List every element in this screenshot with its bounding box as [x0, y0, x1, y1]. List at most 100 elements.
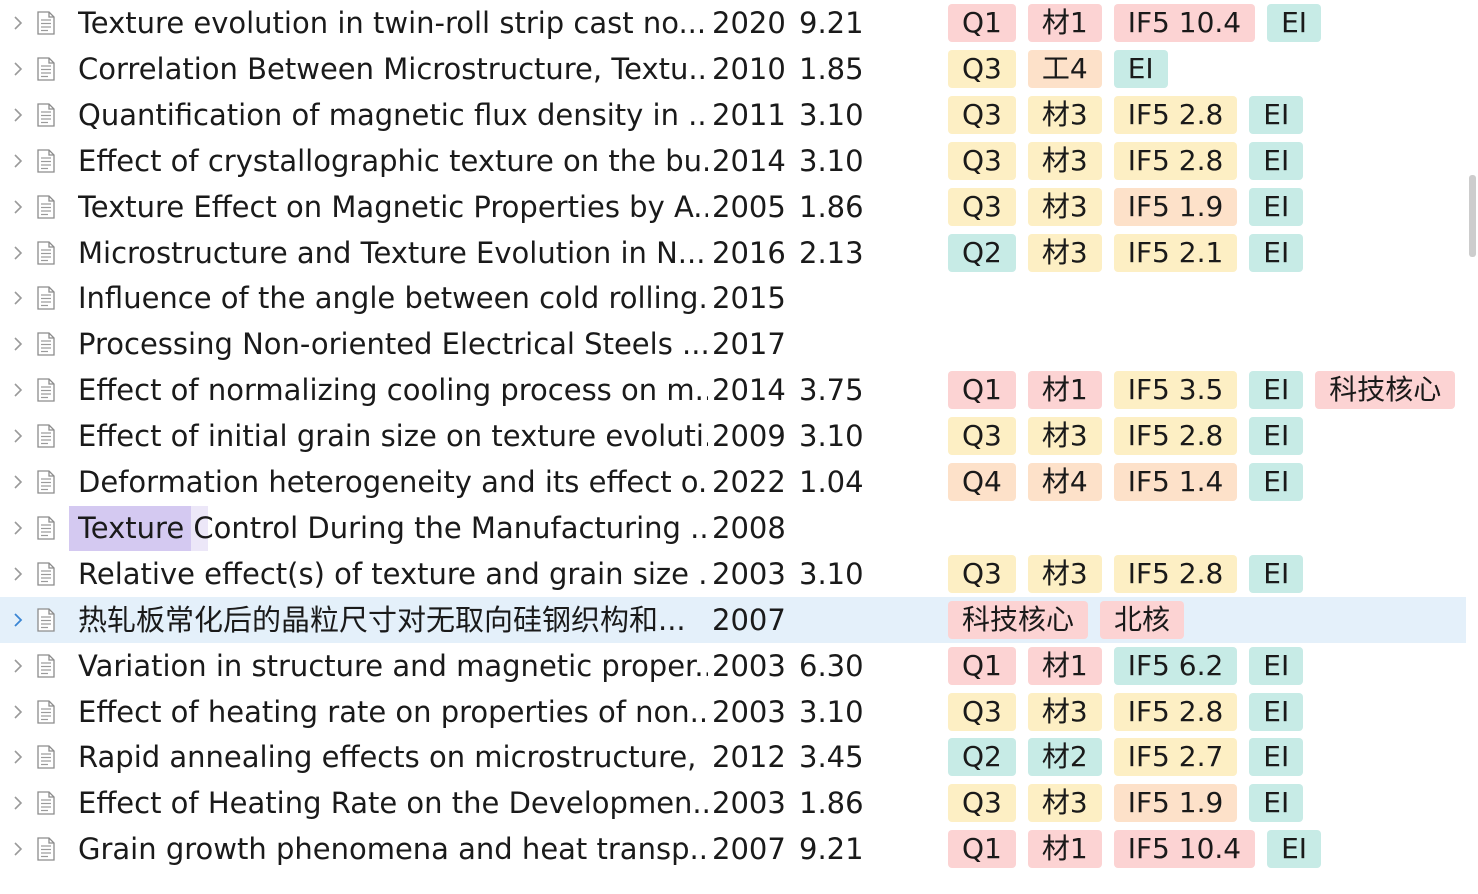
item-tags: Q1 材1 IF5 10.4 EI [948, 830, 1322, 869]
item-year: 2020 [712, 6, 786, 40]
chevron-right-icon[interactable] [10, 199, 26, 215]
item-year: 2003 [712, 556, 786, 591]
tag-badge: 材2 [1027, 738, 1102, 777]
tag-badge: 北核 [1100, 600, 1185, 639]
document-icon [33, 699, 59, 725]
tag-badge: EI [1249, 95, 1304, 134]
tag-badge: 材3 [1027, 692, 1102, 731]
document-icon [33, 469, 59, 495]
chevron-right-icon[interactable] [10, 15, 26, 31]
chevron-right-icon[interactable] [10, 612, 26, 628]
item-tags: Q1 材1 IF5 6.2 EI [948, 646, 1304, 685]
tag-badge: EI [1113, 49, 1168, 88]
item-tags: Q3 材3 IF5 2.8 EI [948, 554, 1304, 593]
tag-badge: Q3 [948, 784, 1016, 823]
tag-badge: 材3 [1027, 417, 1102, 456]
item-title: Effect of Heating Rate on the Developmen… [78, 786, 708, 821]
list-item[interactable]: Texture Effect on Magnetic Properties by… [0, 184, 1466, 230]
item-year: 2010 [712, 51, 786, 86]
chevron-right-icon[interactable] [10, 382, 26, 398]
item-impact-factor: 9.21 [799, 6, 864, 40]
document-icon [33, 331, 59, 357]
list-item[interactable]: Texture evolution in twin-roll strip cas… [0, 0, 1466, 46]
list-item[interactable]: Grain growth phenomena and heat transp..… [0, 826, 1466, 872]
item-impact-factor: 1.04 [799, 465, 864, 499]
vertical-scrollbar[interactable] [1466, 0, 1478, 894]
item-title: Deformation heterogeneity and its effect… [78, 465, 708, 499]
tag-badge: EI [1267, 4, 1322, 42]
tag-badge: 科技核心 [1315, 371, 1456, 410]
list-item[interactable]: Effect of crystallographic texture on th… [0, 138, 1466, 184]
tag-badge: EI [1249, 233, 1304, 272]
item-title: Texture evolution in twin-roll strip cas… [78, 6, 707, 40]
chevron-right-icon[interactable] [10, 520, 26, 536]
chevron-right-icon[interactable] [10, 841, 26, 857]
document-icon [33, 102, 59, 128]
item-title: Effect of heating rate on properties of … [78, 694, 708, 729]
list-item[interactable]: 热轧板常化后的晶粒尺寸对无取向硅钢织构和... 2007 科技核心 北核 [0, 596, 1466, 643]
chevron-right-icon[interactable] [10, 795, 26, 811]
tag-badge: IF5 2.8 [1113, 554, 1238, 593]
chevron-right-icon[interactable] [10, 658, 26, 674]
tag-badge: IF5 6.2 [1113, 646, 1238, 685]
chevron-right-icon[interactable] [10, 428, 26, 444]
tag-badge: 材3 [1027, 141, 1102, 180]
chevron-right-icon[interactable] [10, 336, 26, 352]
chevron-right-icon[interactable] [10, 566, 26, 582]
chevron-right-icon[interactable] [10, 474, 26, 490]
document-icon [33, 790, 59, 816]
item-tags: Q3 工4 EI [948, 49, 1168, 88]
chevron-right-icon[interactable] [10, 245, 26, 261]
chevron-right-icon[interactable] [10, 290, 26, 306]
chevron-right-icon[interactable] [10, 153, 26, 169]
item-tags: Q1 材1 IF5 3.5 EI 科技核心 [948, 371, 1456, 410]
tag-badge: 材1 [1027, 646, 1102, 685]
chevron-right-icon[interactable] [10, 704, 26, 720]
list-item[interactable]: Effect of heating rate on properties of … [0, 689, 1466, 735]
tag-badge: EI [1249, 738, 1304, 777]
list-item[interactable]: Variation in structure and magnetic prop… [0, 643, 1466, 689]
item-impact-factor: 3.10 [799, 419, 864, 454]
tag-badge: EI [1249, 371, 1304, 410]
item-tags: Q3 材3 IF5 2.8 EI [948, 141, 1304, 180]
document-icon [33, 607, 59, 633]
list-item[interactable]: Effect of normalizing cooling process on… [0, 367, 1466, 413]
item-year: 2005 [712, 189, 786, 224]
item-year: 2003 [712, 694, 786, 729]
scrollbar-thumb[interactable] [1469, 175, 1476, 257]
tag-badge: 材3 [1027, 784, 1102, 823]
item-tags: Q3 材3 IF5 2.8 EI [948, 417, 1304, 456]
list-item[interactable]: Relative effect(s) of texture and grain … [0, 551, 1466, 597]
tag-badge: 工4 [1027, 49, 1102, 88]
item-impact-factor: 3.10 [799, 556, 864, 591]
chevron-right-icon[interactable] [10, 107, 26, 123]
list-item[interactable]: Influence of the angle between cold roll… [0, 275, 1466, 321]
list-item[interactable]: Deformation heterogeneity and its effect… [0, 459, 1466, 505]
item-tags: Q2 材3 IF5 2.1 EI [948, 233, 1304, 272]
list-item[interactable]: Microstructure and Texture Evolution in … [0, 230, 1466, 276]
tag-badge: EI [1249, 187, 1304, 226]
list-item[interactable]: Rapid annealing effects on microstructur… [0, 734, 1466, 780]
item-title: Effect of crystallographic texture on th… [78, 143, 708, 178]
chevron-right-icon[interactable] [10, 61, 26, 77]
item-impact-factor: 3.10 [799, 143, 864, 178]
list-item[interactable]: Processing Non-oriented Electrical Steel… [0, 321, 1466, 367]
tag-badge: Q2 [948, 738, 1016, 777]
list-item[interactable]: Correlation Between Microstructure, Text… [0, 46, 1466, 92]
item-title: Effect of normalizing cooling process on… [78, 373, 708, 408]
item-year: 2014 [712, 373, 786, 408]
item-title: Processing Non-oriented Electrical Steel… [78, 327, 708, 362]
tag-badge: Q4 [948, 463, 1016, 501]
item-title: Influence of the angle between cold roll… [78, 281, 708, 316]
tag-badge: IF5 2.7 [1113, 738, 1238, 777]
chevron-right-icon[interactable] [10, 749, 26, 765]
item-title: Quantification of magnetic flux density … [78, 97, 708, 132]
tag-badge: Q1 [948, 4, 1016, 42]
document-icon [33, 285, 59, 311]
list-item[interactable]: Effect of Heating Rate on the Developmen… [0, 780, 1466, 826]
list-item[interactable]: Effect of initial grain size on texture … [0, 413, 1466, 459]
list-item[interactable]: Texture Control During the Manufacturing… [0, 505, 1466, 551]
item-impact-factor: 1.86 [799, 189, 864, 224]
list-item[interactable]: Quantification of magnetic flux density … [0, 92, 1466, 138]
item-year: 2007 [712, 602, 786, 637]
